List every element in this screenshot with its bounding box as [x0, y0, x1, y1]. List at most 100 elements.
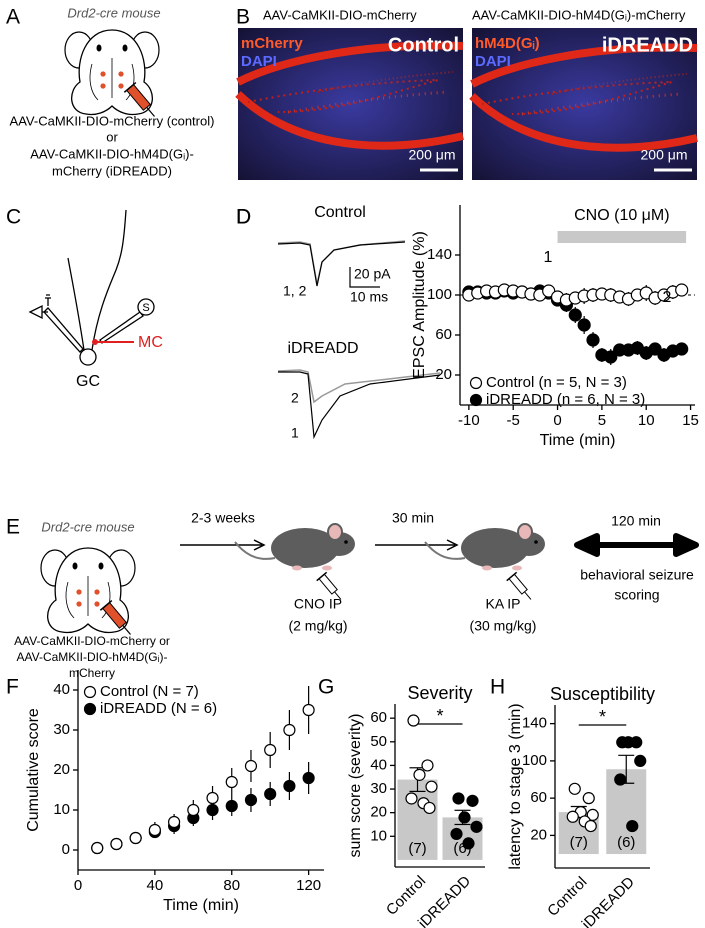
data-point — [425, 780, 438, 793]
y-tick-label: 60 — [370, 709, 387, 726]
data-point — [604, 350, 618, 364]
scale-label: 200 μm — [641, 147, 688, 163]
x-tick-label: iDREADD — [579, 874, 638, 928]
scale-label: 200 μm — [409, 147, 456, 163]
n-label: (7) — [408, 840, 426, 857]
y-tick-label: 10 — [53, 801, 70, 818]
panel-label: B — [236, 6, 250, 29]
data-point — [582, 792, 595, 805]
neuron-diagram — [28, 209, 155, 366]
y-tick-label: 20 — [370, 804, 387, 821]
data-point — [110, 837, 123, 851]
data-point — [225, 775, 238, 789]
data-point — [466, 794, 479, 807]
virus-line: mCherry — [69, 666, 115, 680]
x-tick-label: -5 — [507, 412, 520, 429]
data-point — [614, 773, 627, 786]
data-point — [622, 736, 635, 749]
data-point — [283, 779, 296, 793]
data-point — [634, 754, 647, 767]
data-point — [264, 743, 277, 757]
legend-label: Control (n = 5, N = 3) — [486, 374, 627, 391]
interval-label: 2-3 weeks — [191, 510, 255, 526]
panel-label: H — [490, 676, 505, 699]
significance-label: * — [436, 706, 443, 726]
virus-line: AAV-CaMKII-DIO-mCherry (control) — [10, 113, 215, 128]
y-tick-label: 0 — [62, 841, 70, 858]
mouse-icon — [234, 523, 356, 605]
y-tick-label: 60 — [435, 326, 452, 343]
arrow — [180, 539, 266, 551]
data-point — [675, 342, 689, 356]
data-point — [148, 823, 161, 837]
y-tick-label: 30 — [53, 721, 70, 738]
mouse-label: Drd2-cre mouse — [41, 519, 134, 534]
x-tick-label: 5 — [598, 412, 606, 429]
data-point — [577, 318, 591, 332]
y-tick-label: 100 — [522, 752, 547, 769]
n-label: (6) — [617, 834, 635, 851]
stain-label: mCherry — [241, 35, 303, 52]
legend-marker — [83, 685, 97, 699]
injection-label: CNO IP — [294, 596, 342, 612]
y-tick-label: 140 — [522, 715, 547, 732]
virus-line: AAV-CaMKII-DIO-hM4D(Gᵢ)- — [16, 650, 167, 664]
trace-number: 1 — [291, 425, 299, 441]
panel-label: D — [236, 206, 251, 229]
panel-label: G — [318, 676, 334, 699]
data-point — [675, 283, 689, 297]
panel-label: E — [6, 516, 20, 539]
panel-label: A — [6, 6, 20, 29]
panel-label: C — [6, 206, 21, 229]
chart-title: Susceptibility — [550, 684, 655, 704]
data-point — [566, 810, 579, 823]
bar — [397, 779, 438, 860]
y-tick-label: 10 — [370, 827, 387, 844]
data-point — [167, 815, 181, 829]
data-point — [462, 837, 475, 850]
y-tick-label: 50 — [370, 733, 387, 750]
annotation: 2 — [663, 289, 672, 306]
mouse-head-icon — [40, 547, 138, 641]
image-title: AAV-CaMKII-DIO-mCherry — [263, 7, 417, 22]
y-tick-label: 30 — [370, 780, 387, 797]
scale-label: 20 pA — [354, 266, 391, 282]
stain-label: DAPI — [475, 53, 511, 70]
trace-title: Control — [314, 204, 366, 221]
x-tick-label: 40 — [147, 877, 164, 894]
scale-bar — [349, 267, 380, 288]
x-tick-label: 15 — [682, 412, 699, 429]
image-title: AAV-CaMKII-DIO-hM4D(Gᵢ)-mCherry — [472, 7, 686, 22]
data-point — [244, 793, 258, 807]
x-tick-label: 10 — [638, 412, 655, 429]
data-point — [129, 831, 142, 845]
trace-title: iDREADD — [287, 340, 358, 357]
legend-marker — [469, 376, 483, 390]
y-axis-label: EPSC Amplitude (%) — [411, 231, 428, 379]
y-tick-label: 140 — [427, 246, 452, 263]
scoring-label: behavioral seizure — [580, 567, 694, 583]
data-point — [458, 811, 471, 824]
chart-title: Severity — [407, 683, 472, 703]
legend-marker — [469, 393, 483, 407]
x-tick-label: 0 — [553, 412, 561, 429]
n-label: (7) — [570, 834, 588, 851]
duration-label: 120 min — [611, 513, 661, 529]
legend-label: Control (N = 7) — [100, 683, 199, 700]
mouse-head-icon — [64, 29, 162, 123]
y-tick-label: 20 — [435, 366, 452, 383]
virus-line: mCherry (iDREADD) — [52, 163, 172, 178]
data-point — [413, 768, 426, 781]
x-tick-label: 120 — [296, 877, 321, 894]
data-point — [470, 820, 483, 833]
group-label: Control — [388, 34, 459, 56]
data-point — [452, 792, 465, 805]
virus-line: or — [106, 129, 118, 144]
data-point — [586, 333, 600, 347]
annotation: 1 — [544, 249, 553, 266]
data-point — [283, 723, 296, 737]
y-axis-label: sum score (severity) — [347, 713, 364, 857]
stain-label: hM4D(Gᵢ) — [475, 35, 540, 52]
y-axis-label: Cumulative score — [25, 708, 42, 832]
